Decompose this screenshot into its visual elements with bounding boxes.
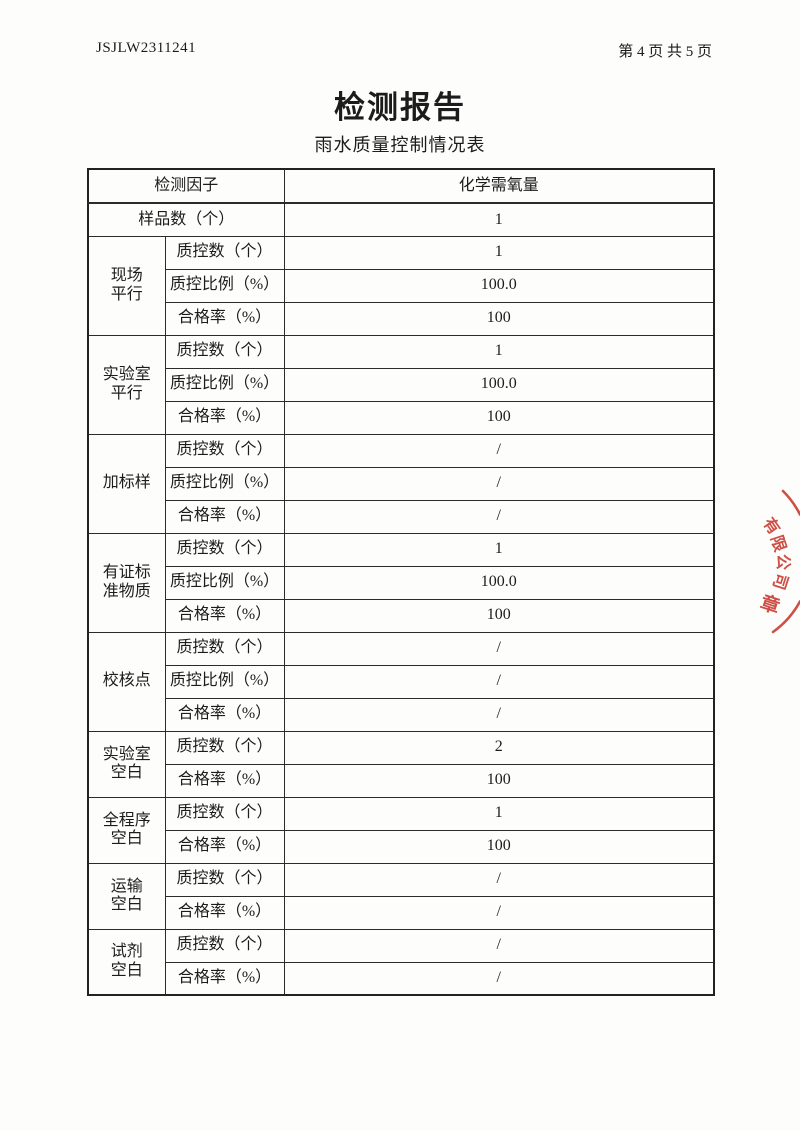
group-label-certified-reference: 有证标 准物质 (87, 532, 166, 633)
row-value: / (283, 499, 715, 534)
column-header-factor: 检测因子 (87, 168, 285, 204)
table-row: 质控比例（%） 100.0 (88, 268, 715, 303)
table-row: 合格率（%） / (88, 895, 715, 930)
row-label: 质控数（个） (164, 796, 285, 831)
seal-char: 有 (759, 514, 783, 538)
row-value: / (283, 862, 715, 897)
table-row: 校核点 质控数（个） / (87, 631, 715, 732)
group-label-lab-parallel: 实验室 平行 (87, 334, 166, 435)
row-label: 合格率（%） (164, 895, 285, 930)
row-label: 质控数（个） (164, 631, 285, 666)
row-value: 100 (283, 763, 715, 798)
row-value: / (283, 697, 715, 732)
row-value: 100 (283, 301, 715, 336)
row-label: 合格率（%） (164, 961, 285, 996)
table-row: 实验室 平行 质控数（个） 1 (87, 334, 715, 435)
qc-table: 检测因子 化学需氧量 样品数（个） 1 现场 平行 质控数（个） 1 质控比例（… (87, 168, 716, 996)
group-label-spiked-sample: 加标样 (87, 433, 166, 534)
seal-char: 限 (767, 533, 789, 555)
column-header-analyte: 化学需氧量 (283, 168, 715, 204)
row-value: 1 (283, 202, 715, 237)
row-value: 1 (283, 532, 715, 567)
group-label-whole-process-blank: 全程序 空白 (87, 796, 166, 864)
table-row-sample-count: 样品数（个） 1 (87, 202, 715, 237)
row-value: / (283, 433, 715, 468)
row-label: 质控比例（%） (164, 664, 285, 699)
group-label-lab-blank: 实验室 空白 (87, 730, 166, 798)
row-value: 100 (283, 400, 715, 435)
row-value: / (283, 928, 715, 963)
row-label: 质控比例（%） (164, 466, 285, 501)
page-indicator: 第 4 页 共 5 页 (618, 44, 712, 60)
row-label: 质控数（个） (164, 532, 285, 567)
table-row: 运输 空白 质控数（个） / (87, 862, 715, 930)
row-label: 合格率（%） (164, 763, 285, 798)
table-row: 试剂 空白 质控数（个） / (87, 928, 715, 996)
seal-char: 章 (757, 592, 783, 619)
row-label: 质控数（个） (164, 433, 285, 468)
group-label-onsite-parallel: 现场 平行 (87, 235, 166, 336)
table-row: 合格率（%） 100 (88, 763, 715, 798)
table-header-row: 检测因子 化学需氧量 (87, 168, 715, 204)
row-value: 1 (283, 235, 715, 270)
table-row: 有证标 准物质 质控数（个） 1 (87, 532, 715, 633)
row-label: 合格率（%） (164, 400, 285, 435)
row-label: 质控比例（%） (164, 565, 285, 600)
row-value: / (283, 961, 715, 996)
row-label: 质控数（个） (164, 730, 285, 765)
row-label: 质控数（个） (164, 334, 285, 369)
table-row: 质控比例（%） 100.0 (88, 565, 715, 600)
row-label: 合格率（%） (164, 697, 285, 732)
doc-number: JSJLW2311241 (96, 40, 197, 56)
table-row: 质控比例（%） / (88, 664, 715, 699)
seal-char: 公 (774, 553, 792, 571)
row-label: 质控比例（%） (164, 268, 285, 303)
report-title: 检测报告 (334, 90, 466, 125)
company-seal-stamp: 有 限 公 司 章 (740, 460, 800, 650)
table-row: 合格率（%） 100 (88, 301, 715, 336)
row-label: 质控数（个） (164, 862, 285, 897)
group-label-transport-blank: 运输 空白 (87, 862, 166, 930)
seal-arc-icon (771, 489, 800, 634)
table-row: 现场 平行 质控数（个） 1 (87, 235, 715, 336)
table-row: 加标样 质控数（个） / (87, 433, 715, 534)
seal-char: 司 (769, 570, 791, 592)
row-value: 100.0 (283, 268, 715, 303)
row-value: 100 (283, 829, 715, 864)
row-label: 样品数（个） (87, 202, 285, 237)
row-label: 质控比例（%） (164, 367, 285, 402)
row-value: / (283, 895, 715, 930)
row-label: 合格率（%） (164, 829, 285, 864)
table-row: 合格率（%） / (88, 961, 715, 996)
table-row: 合格率（%） / (88, 697, 715, 732)
group-label-reagent-blank: 试剂 空白 (87, 928, 166, 996)
row-value: 2 (283, 730, 715, 765)
row-label: 合格率（%） (164, 598, 285, 633)
row-value: 1 (283, 334, 715, 369)
group-label-check-point: 校核点 (87, 631, 166, 732)
table-row: 全程序 空白 质控数（个） 1 (87, 796, 715, 864)
row-value: 1 (283, 796, 715, 831)
row-label: 质控数（个） (164, 928, 285, 963)
table-row: 合格率（%） 100 (88, 829, 715, 864)
row-value: / (283, 631, 715, 666)
row-label: 合格率（%） (164, 499, 285, 534)
row-value: / (283, 466, 715, 501)
table-row: 合格率（%） 100 (88, 598, 715, 633)
row-label: 合格率（%） (164, 301, 285, 336)
table-row: 质控比例（%） 100.0 (88, 367, 715, 402)
table-row: 实验室 空白 质控数（个） 2 (87, 730, 715, 798)
table-row: 质控比例（%） / (88, 466, 715, 501)
row-value: / (283, 664, 715, 699)
row-value: 100 (283, 598, 715, 633)
table-subtitle: 雨水质量控制情况表 (314, 135, 486, 155)
table-row: 合格率（%） 100 (88, 400, 715, 435)
table-row: 合格率（%） / (88, 499, 715, 534)
row-label: 质控数（个） (164, 235, 285, 270)
row-value: 100.0 (283, 367, 715, 402)
row-value: 100.0 (283, 565, 715, 600)
